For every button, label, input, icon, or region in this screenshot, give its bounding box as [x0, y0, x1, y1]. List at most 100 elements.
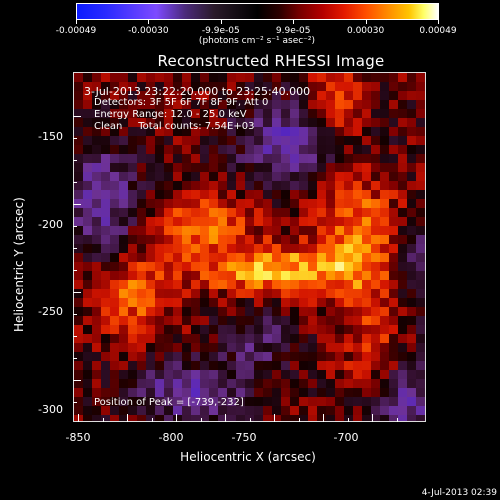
heatmap-cell [362, 118, 372, 128]
heatmap-cell [335, 199, 345, 209]
heatmap-cell [245, 190, 255, 200]
heatmap-cell [164, 415, 174, 421]
heatmap-cell [344, 163, 354, 173]
heatmap-cell [362, 271, 372, 281]
heatmap-cell [200, 91, 210, 101]
heatmap-cell [290, 190, 300, 200]
heatmap-cell [317, 271, 327, 281]
heatmap-cell [335, 334, 345, 344]
heatmap-cell [119, 118, 129, 128]
heatmap-cell [317, 118, 327, 128]
heatmap-cell [119, 361, 129, 371]
heatmap-cell [200, 127, 210, 137]
heatmap-cell [128, 415, 138, 421]
heatmap-cell [326, 163, 336, 173]
heatmap-cell [227, 397, 237, 407]
heatmap-cell [290, 307, 300, 317]
heatmap-cell [227, 199, 237, 209]
heatmap-cell [299, 352, 309, 362]
heatmap-cell [254, 172, 264, 182]
heatmap-cell [119, 244, 129, 254]
heatmap-cell [380, 298, 390, 308]
heatmap-cell [398, 379, 408, 389]
heatmap-cell [416, 208, 425, 218]
heatmap-cell [83, 199, 93, 209]
heatmap-cell [416, 343, 425, 353]
heatmap-cell [92, 217, 102, 227]
heatmap-cell [362, 280, 372, 290]
heatmap-cell [92, 388, 102, 398]
heatmap-cell [425, 145, 426, 155]
heatmap-cell [173, 190, 183, 200]
heatmap-cell [380, 334, 390, 344]
heatmap-cell [317, 343, 327, 353]
heatmap-cell [335, 397, 345, 407]
heatmap-cell [119, 226, 129, 236]
heatmap-cell [209, 406, 219, 416]
heatmap-cell [299, 298, 309, 308]
heatmap-cell [155, 307, 165, 317]
heatmap-cell [425, 370, 426, 380]
heatmap-cell [155, 334, 165, 344]
heatmap-cell [308, 109, 318, 119]
heatmap-cell [74, 199, 84, 209]
heatmap-cell [83, 271, 93, 281]
heatmap-cell [335, 217, 345, 227]
heatmap-cell [146, 118, 156, 128]
heatmap-cell [101, 388, 111, 398]
heatmap-cell [380, 388, 390, 398]
heatmap-cell [425, 235, 426, 245]
heatmap-cell [110, 352, 120, 362]
heatmap-cell [308, 244, 318, 254]
heatmap-cell [119, 109, 129, 119]
heatmap-cell [380, 181, 390, 191]
heatmap-cell [254, 73, 264, 83]
heatmap-cell [281, 217, 291, 227]
heatmap-cell [407, 190, 417, 200]
heatmap-cell [227, 334, 237, 344]
heatmap-cell [335, 136, 345, 146]
heatmap-cell [344, 73, 354, 83]
heatmap-cell [83, 379, 93, 389]
heatmap-cell [299, 109, 309, 119]
heatmap-cell [263, 244, 273, 254]
heatmap-cell [407, 127, 417, 137]
heatmap-cell [353, 406, 363, 416]
heatmap-cell [362, 181, 372, 191]
heatmap-cell [191, 100, 201, 110]
heatmap-cell [398, 415, 408, 421]
heatmap-cell [290, 388, 300, 398]
heatmap-cell [362, 343, 372, 353]
heatmap-cell [182, 298, 192, 308]
heatmap-cell [191, 118, 201, 128]
heatmap-cell [146, 307, 156, 317]
heatmap-cell [416, 370, 425, 380]
heatmap-cell [209, 136, 219, 146]
heatmap-cell [407, 370, 417, 380]
heatmap-cell [335, 208, 345, 218]
heatmap-cell [146, 334, 156, 344]
heatmap-cell [335, 316, 345, 326]
heatmap-cell [164, 172, 174, 182]
heatmap-cell [299, 127, 309, 137]
heatmap-cell [101, 262, 111, 272]
heatmap-cell [290, 217, 300, 227]
heatmap-cell [281, 379, 291, 389]
heatmap-cell [353, 388, 363, 398]
heatmap-cell [92, 199, 102, 209]
heatmap-cell [218, 91, 228, 101]
heatmap-cell [425, 253, 426, 263]
heatmap-cell [110, 415, 120, 421]
heatmap-cell [92, 226, 102, 236]
heatmap-cell [110, 289, 120, 299]
heatmap-cell [101, 199, 111, 209]
heatmap-cell [245, 244, 255, 254]
heatmap-cell [200, 307, 210, 317]
heatmap-cell [236, 226, 246, 236]
heatmap-cell [245, 370, 255, 380]
heatmap-cell [353, 370, 363, 380]
heatmap-cell [326, 388, 336, 398]
heatmap-cell [317, 352, 327, 362]
heatmap-cell [290, 82, 300, 92]
heatmap-cell [416, 190, 425, 200]
